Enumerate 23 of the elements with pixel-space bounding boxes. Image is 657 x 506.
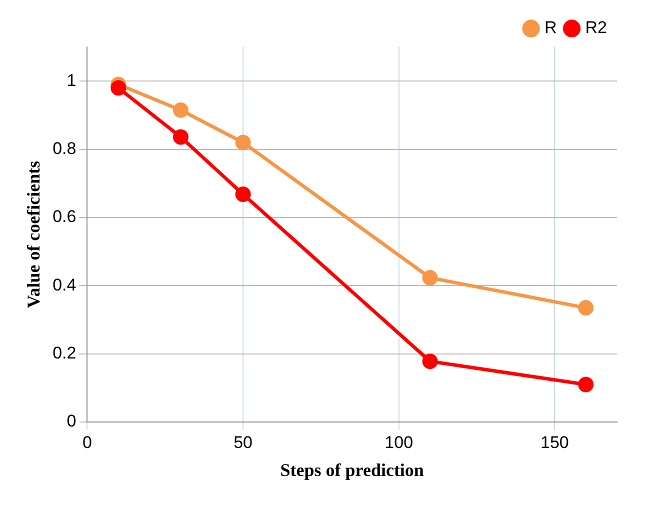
x-tick-label: 0 xyxy=(82,432,92,452)
y-tick-label: 0.2 xyxy=(52,344,76,363)
y-tick-label: 0.6 xyxy=(52,207,76,226)
x-tick-label: 50 xyxy=(234,432,253,452)
x-tick-label: 100 xyxy=(384,432,414,452)
y-axis-title: Value of coeficients xyxy=(23,160,44,308)
point xyxy=(578,376,594,392)
x-tick-label: 150 xyxy=(540,432,569,452)
point xyxy=(422,270,438,286)
y-tick-label: 0.4 xyxy=(52,275,76,294)
point xyxy=(235,134,251,150)
y-tick-label: 0 xyxy=(66,412,76,431)
point xyxy=(172,102,188,118)
y-tick-label: 1 xyxy=(66,70,76,90)
x-axis-title: Steps of prediction xyxy=(280,460,424,480)
point xyxy=(578,300,594,316)
legend-label: R xyxy=(544,18,557,38)
point xyxy=(172,129,188,145)
legend-label: R2 xyxy=(585,18,608,38)
point xyxy=(422,354,438,370)
point xyxy=(235,186,251,202)
point xyxy=(110,80,126,96)
y-tick-label: 0.8 xyxy=(52,138,76,158)
